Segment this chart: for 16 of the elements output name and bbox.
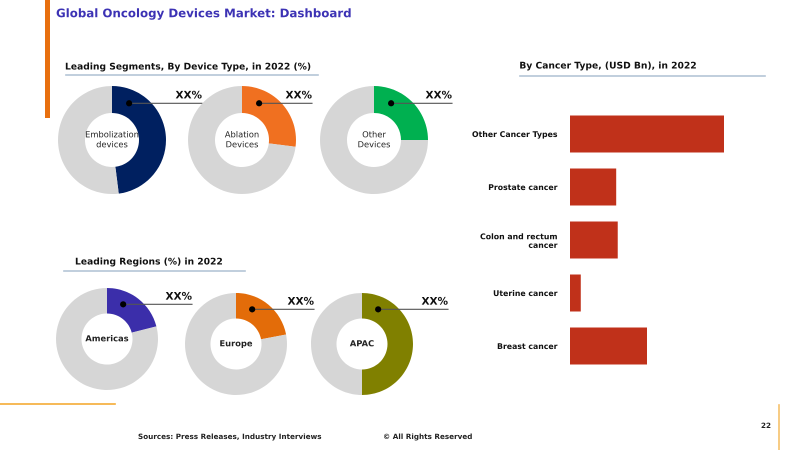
chart-title: By Cancer Type, (USD Bn), in 2022: [520, 62, 696, 70]
text: Ablation Devices: [224, 130, 258, 148]
data-label: XX%: [166, 292, 192, 300]
text: Other Devices: [358, 130, 390, 148]
text: Embolization devices: [86, 130, 138, 148]
text: Europe: [220, 340, 252, 348]
data-label: XX%: [286, 90, 312, 99]
text: Global Oncology Devices Market: Dashboard: [56, 8, 351, 20]
chart-title: Leading Regions (%) in 2022: [76, 258, 222, 266]
data-label: XX%: [422, 296, 448, 305]
chart-title: Leading Segments, By Device Type, in 2022 (%): [66, 62, 310, 72]
data-label: XX%: [426, 90, 452, 99]
text: Americas: [85, 334, 128, 342]
text: APAC: [350, 340, 374, 346]
data-label: XX%: [288, 296, 314, 305]
data-label: XX%: [176, 90, 202, 99]
